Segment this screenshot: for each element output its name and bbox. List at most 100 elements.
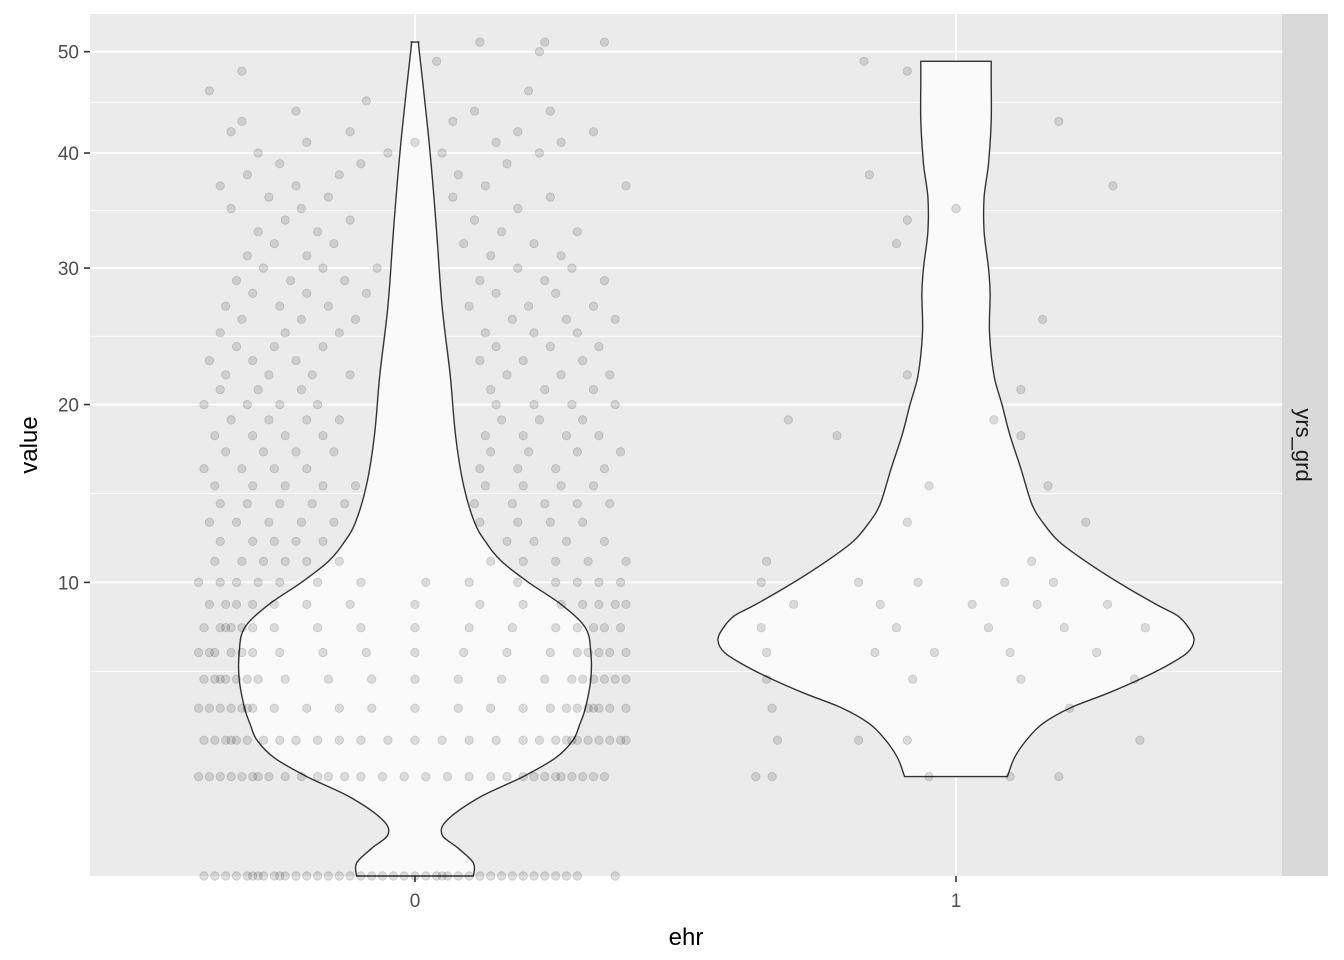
data-point — [204, 647, 214, 658]
data-point — [480, 328, 490, 338]
data-point — [513, 203, 523, 214]
data-point — [204, 355, 214, 366]
data-point — [853, 577, 864, 588]
data-point — [242, 871, 252, 881]
data-point — [469, 106, 480, 116]
data-point — [345, 370, 355, 380]
data-point — [1027, 556, 1037, 567]
data-point — [291, 536, 301, 547]
data-point — [583, 735, 593, 745]
data-point — [340, 275, 350, 286]
data-point — [296, 314, 306, 324]
data-point — [556, 481, 566, 491]
data-point — [534, 735, 545, 745]
data-point — [318, 431, 328, 441]
data-point — [902, 66, 912, 76]
data-point — [334, 735, 344, 745]
data-point — [756, 623, 766, 633]
data-point — [302, 599, 312, 610]
data-point — [1005, 771, 1015, 782]
data-point — [540, 499, 550, 509]
data-point — [258, 263, 269, 273]
data-point — [908, 674, 918, 684]
data-point — [983, 623, 994, 633]
data-point — [356, 623, 366, 633]
data-point — [221, 599, 231, 610]
data-point — [518, 771, 528, 782]
data-point — [1140, 623, 1150, 633]
data-point — [291, 355, 301, 366]
data-point — [280, 871, 290, 881]
data-point — [1048, 577, 1059, 588]
data-point — [588, 623, 599, 633]
data-point — [572, 623, 582, 633]
data-point — [253, 384, 263, 395]
data-point — [502, 159, 512, 169]
data-point — [345, 871, 355, 881]
data-point — [615, 623, 626, 633]
data-point — [902, 735, 912, 745]
data-point — [599, 536, 610, 547]
data-point — [859, 56, 869, 66]
data-point — [242, 251, 252, 261]
data-point — [507, 871, 518, 881]
data-point — [377, 771, 388, 782]
data-point — [448, 116, 458, 127]
y-axis: 10 20 30 40 50 — [58, 43, 90, 594]
data-point — [264, 415, 274, 425]
data-point — [280, 556, 290, 567]
data-point — [242, 170, 252, 180]
data-point — [453, 703, 463, 713]
data-point — [540, 275, 550, 286]
data-point — [610, 399, 620, 410]
data-point — [296, 517, 306, 527]
data-point — [464, 871, 474, 881]
data-point — [502, 647, 512, 658]
data-point — [410, 735, 420, 745]
data-point — [491, 288, 501, 298]
data-point — [534, 47, 545, 57]
data-point — [269, 239, 279, 249]
data-point — [210, 735, 220, 745]
y-axis-title: value — [16, 416, 43, 473]
data-point — [242, 399, 252, 410]
data-point — [312, 871, 323, 881]
data-point — [621, 647, 631, 658]
data-point — [388, 871, 398, 881]
data-point — [345, 215, 355, 225]
data-point — [891, 623, 902, 633]
data-point — [280, 771, 290, 782]
violin-0 — [237, 41, 593, 877]
data-point — [361, 647, 371, 658]
data-point — [605, 735, 615, 745]
data-point — [572, 703, 582, 713]
data-point — [296, 203, 306, 214]
data-point — [540, 37, 550, 47]
data-point — [1059, 623, 1069, 633]
data-point — [312, 227, 323, 237]
data-point — [513, 517, 523, 527]
data-point — [578, 355, 588, 366]
data-point — [199, 871, 209, 881]
data-point — [572, 328, 582, 338]
data-point — [545, 341, 555, 352]
data-point — [615, 577, 626, 588]
data-point — [442, 771, 453, 782]
data-point — [853, 735, 864, 745]
data-point — [523, 86, 534, 96]
data-point — [513, 464, 523, 474]
data-point — [572, 577, 582, 588]
data-point — [902, 517, 912, 527]
data-point — [226, 415, 236, 425]
data-point — [302, 464, 312, 474]
data-point — [231, 871, 242, 881]
data-point — [329, 239, 339, 249]
data-point — [610, 314, 620, 324]
data-point — [210, 674, 220, 684]
data-point — [1005, 647, 1015, 658]
data-point — [269, 341, 279, 352]
violins — [237, 41, 1195, 877]
data-point — [280, 481, 290, 491]
data-point — [545, 106, 555, 116]
